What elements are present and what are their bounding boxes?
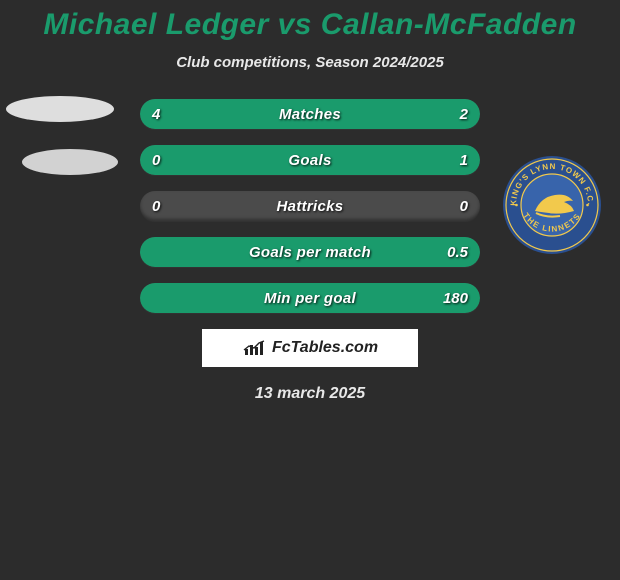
footer-label: FcTables.com xyxy=(272,339,378,357)
stat-row: 180Min per goal xyxy=(140,283,480,313)
stats-area: KING'S LYNN TOWN F.C. THE LINNETS 1879 S… xyxy=(0,99,620,313)
stat-label: Goals xyxy=(140,145,480,175)
stat-label: Matches xyxy=(140,99,480,129)
left-placeholder-oval-2 xyxy=(22,149,118,175)
page-subtitle: Club competitions, Season 2024/2025 xyxy=(0,54,620,71)
stat-label: Hattricks xyxy=(140,191,480,221)
chart-icon xyxy=(242,339,266,357)
club-badge-right: KING'S LYNN TOWN F.C. THE LINNETS 1879 S… xyxy=(502,155,602,255)
stat-row: 01Goals xyxy=(140,145,480,175)
stat-row: 42Matches xyxy=(140,99,480,129)
page-title: Michael Ledger vs Callan-McFadden xyxy=(0,8,620,42)
stat-label: Goals per match xyxy=(140,237,480,267)
footer-attribution: FcTables.com xyxy=(202,329,418,367)
stat-row: 0.5Goals per match xyxy=(140,237,480,267)
left-placeholder-oval-1 xyxy=(6,96,114,122)
club-badge-icon: KING'S LYNN TOWN F.C. THE LINNETS 1879 S… xyxy=(502,155,602,255)
stat-row: 00Hattricks xyxy=(140,191,480,221)
date-line: 13 march 2025 xyxy=(0,385,620,403)
stat-label: Min per goal xyxy=(140,283,480,313)
